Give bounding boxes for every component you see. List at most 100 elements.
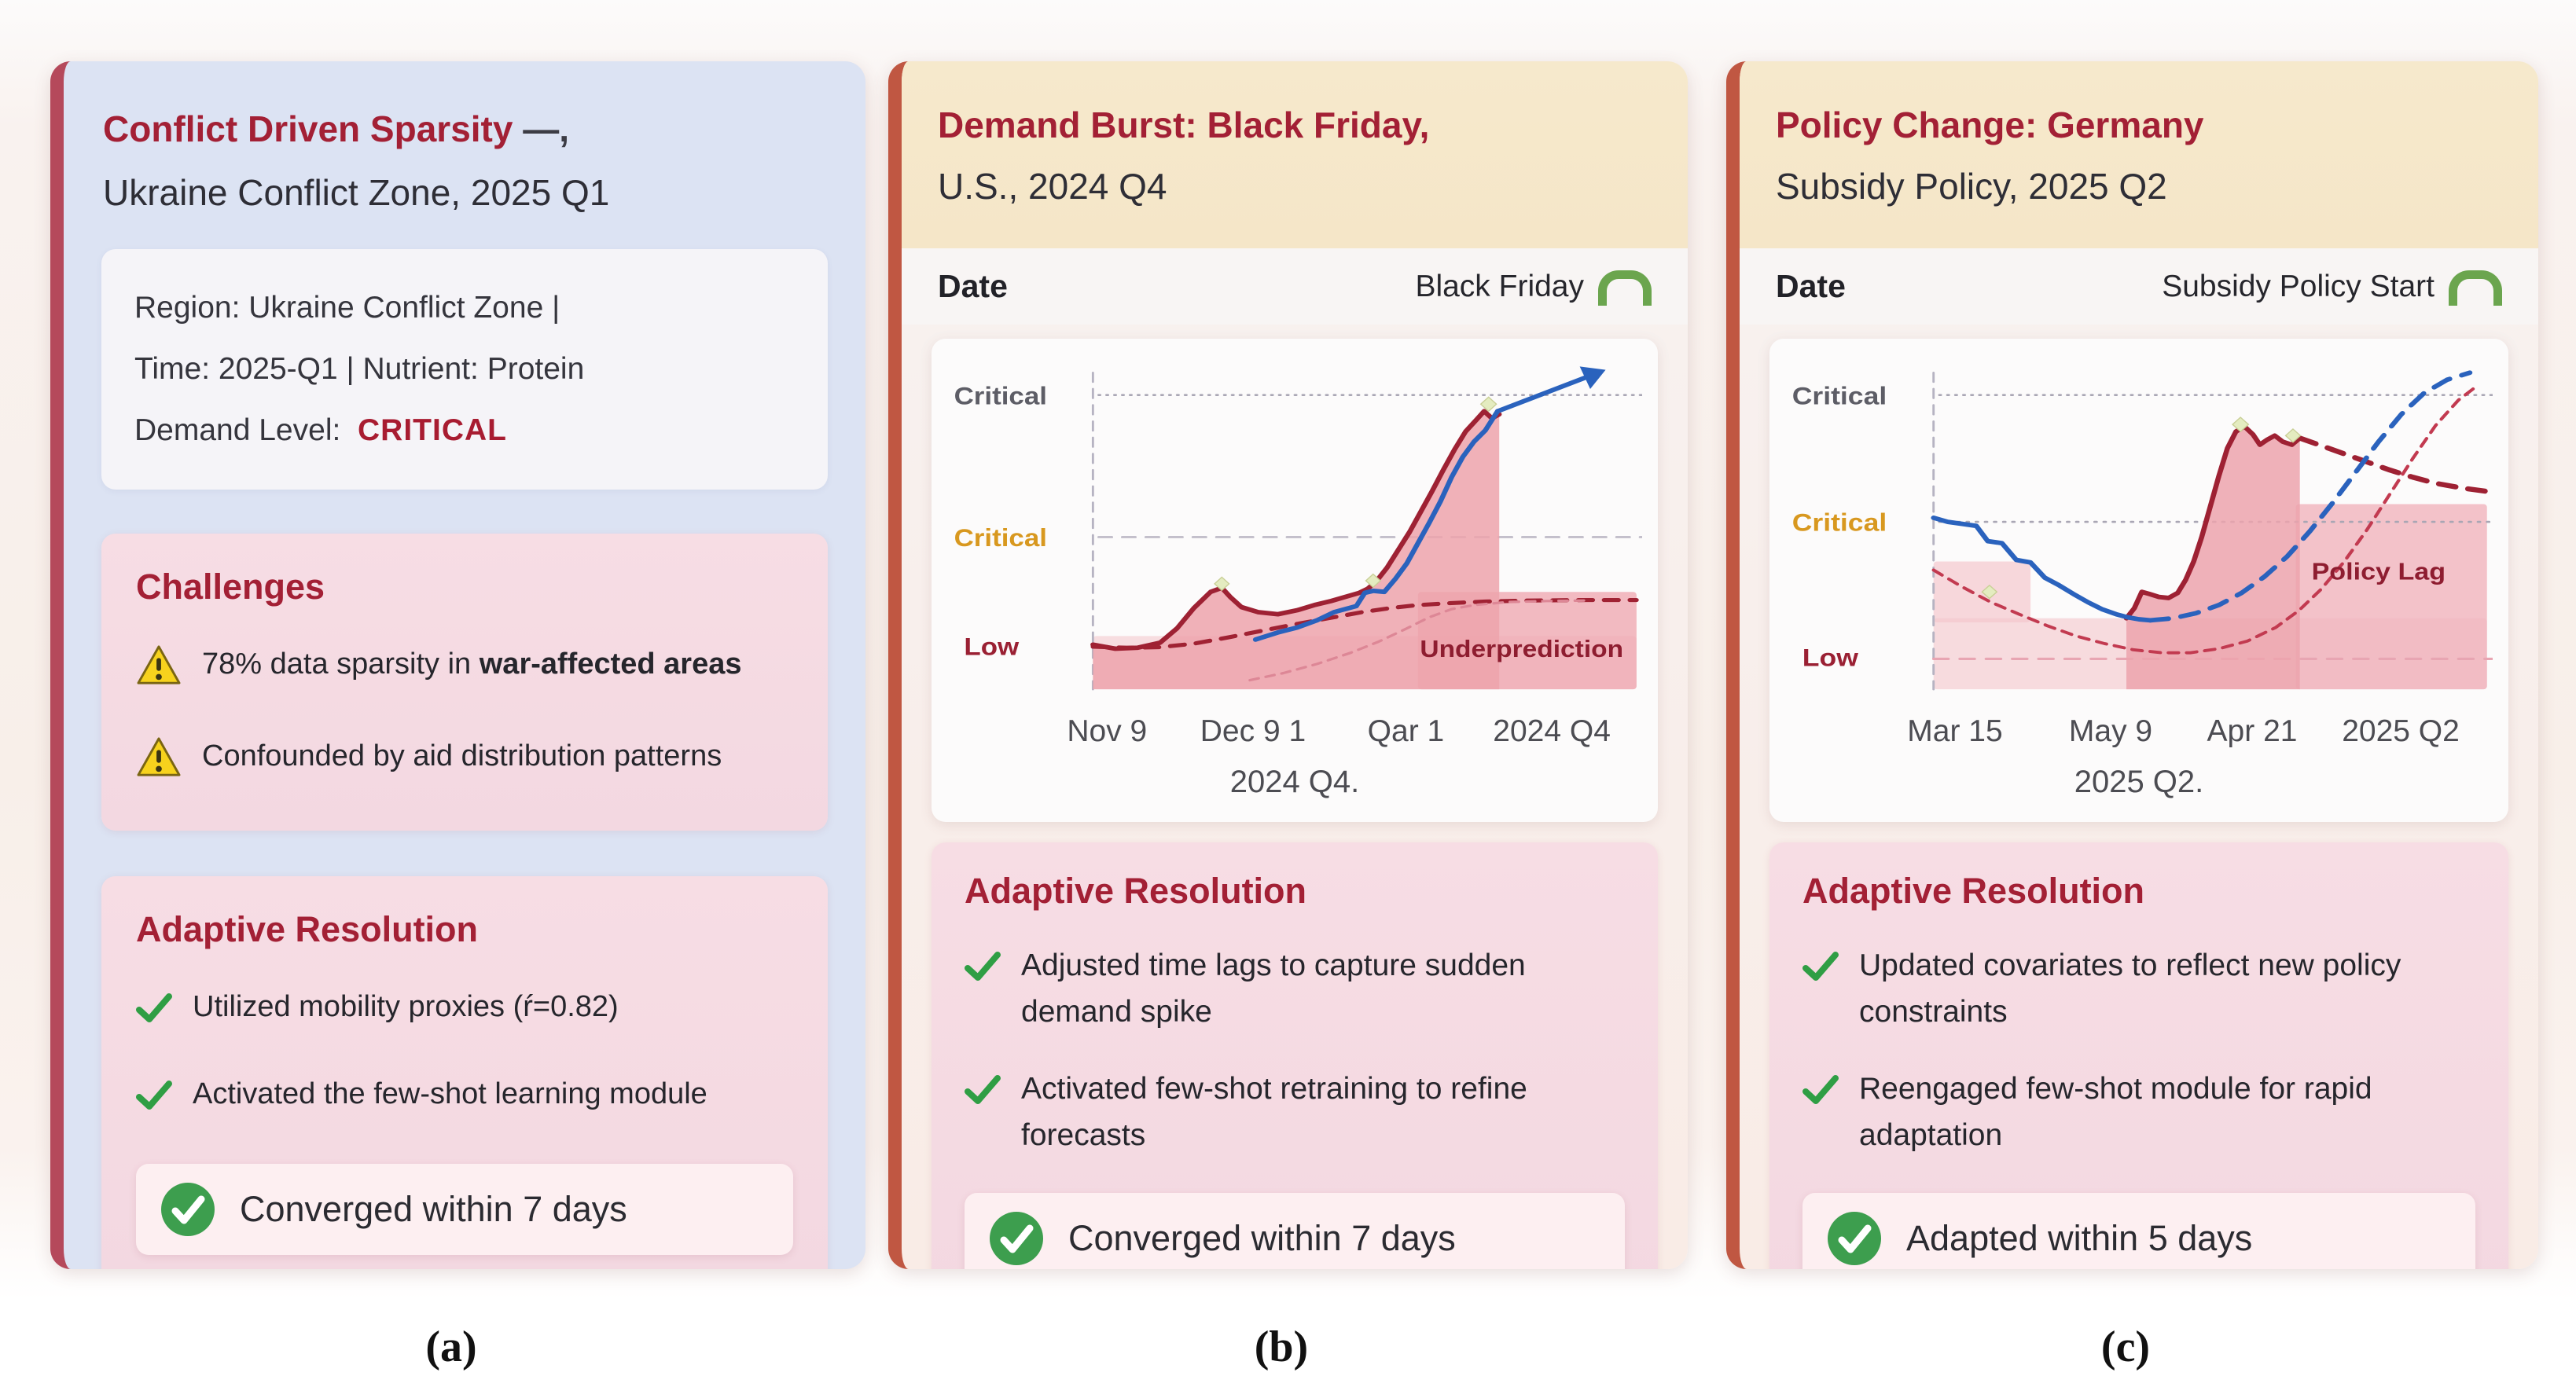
forecast-tail-dashed — [1248, 599, 1588, 682]
x-tick: Qar 1 — [1367, 714, 1445, 749]
panel-c-title-line1: Policy Change: Germany — [1776, 105, 2204, 145]
event-label: Black Friday — [1415, 269, 1584, 303]
adaptive-item: Utilized mobility proxies (ŕ=0.82) — [136, 985, 793, 1037]
x-tick: Mar 15 — [1907, 714, 2003, 749]
arch-icon — [2449, 270, 2502, 306]
check-badge-icon — [1826, 1210, 1883, 1267]
adaptive-heading: Adaptive Resolution — [136, 909, 479, 949]
x-tick: May 9 — [2068, 714, 2153, 749]
actual-demand-line — [2123, 424, 2302, 622]
panel-a-title-red: Conflict Driven Sparsity — [103, 108, 513, 149]
date-label: Date — [1776, 268, 1846, 305]
check-icon — [136, 1073, 172, 1125]
adaptive-item-text: Activated the few-shot learning module — [193, 1077, 707, 1110]
warning-icon — [136, 644, 182, 699]
result-banner: Adapted within 5 days — [1802, 1193, 2475, 1269]
adaptive-item: Adjusted time lags to capture sudden dem… — [965, 943, 1625, 1035]
check-badge-icon — [160, 1181, 216, 1238]
check-badge-icon — [988, 1210, 1045, 1267]
arch-icon — [1598, 270, 1652, 306]
info-demand-value: CRITICAL — [358, 413, 507, 447]
date-label: Date — [938, 268, 1008, 305]
x-tick: Dec 9 1 — [1200, 714, 1306, 749]
x-axis-caption: 2024 Q4. — [1229, 765, 1360, 800]
event-marker — [1214, 576, 1230, 592]
panel-c-card: Policy Change: Germany Subsidy Policy, 2… — [1726, 61, 2538, 1269]
panel-b-header: Demand Burst: Black Friday, U.S., 2024 Q… — [902, 61, 1688, 249]
chart-card-c: Policy Lag Critical Critical Low Mar 15 May… — [1769, 339, 2508, 823]
adaptive-heading: Adaptive Resolution — [965, 871, 1307, 912]
info-demand-line: Demand Level: CRITICAL — [134, 400, 795, 461]
result-banner: Converged within 7 days — [136, 1164, 793, 1255]
info-region-line: Region: Ukraine Conflict Zone | — [134, 291, 560, 325]
panel-b-title-line2: U.S., 2024 Q4 — [938, 166, 1167, 207]
check-icon — [136, 986, 172, 1037]
panel-a-title: Conflict Driven Sparsity —, Ukraine Conf… — [103, 97, 826, 224]
challenge-item: Confounded by aid distribution patterns — [136, 734, 793, 791]
adapted-forecast-line — [1931, 516, 2153, 623]
ylabel-critical-mid: Critical — [954, 525, 1047, 552]
panel-b-title-line1: Demand Burst: Black Friday, — [938, 105, 1430, 145]
result-text: Converged within 7 days — [240, 1189, 627, 1229]
panel-c-title-line2: Subsidy Policy, 2025 Q2 — [1776, 166, 2167, 207]
challenge-text: Confounded by aid distribution patterns — [202, 734, 722, 779]
challenge-text-bold: war-affected areas — [479, 648, 742, 681]
result-text: Converged within 7 days — [1068, 1218, 1456, 1259]
warning-icon — [136, 736, 182, 791]
challenges-box: Challenges 78% data sparsity in war-affe… — [101, 534, 828, 831]
annotation-policy-lag: Policy Lag — [2312, 559, 2446, 585]
challenge-text: 78% data sparsity in war-affected areas — [202, 642, 741, 687]
x-tick: Nov 9 — [1067, 714, 1148, 749]
event-marker — [1479, 396, 1497, 413]
info-time-line: Time: 2025-Q1 | Nutrient: Protein — [134, 352, 585, 386]
check-icon — [965, 1068, 1001, 1120]
actual-demand-fill — [1093, 411, 1500, 690]
challenge-text-pre: 78% data sparsity in — [202, 648, 480, 681]
stale-forecast-dashed — [2297, 435, 2490, 494]
adaptive-resolution-box: Adaptive Resolution Utilized mobility pr… — [101, 876, 828, 1269]
adaptive-resolution-box: Adaptive Resolution Updated covariates t… — [1769, 842, 2508, 1269]
adaptive-resolution-box: Adaptive Resolution Adjusted time lags t… — [932, 842, 1658, 1269]
adapted-forecast-dashed — [2148, 370, 2473, 623]
event-marker — [1981, 585, 1998, 600]
adaptive-item: Updated covariates to reflect new policy… — [1802, 943, 2475, 1035]
stale-forecast-dashed — [1090, 598, 1639, 651]
ylabel-critical-top: Critical — [954, 383, 1047, 410]
event-label: Subsidy Policy Start — [2162, 269, 2435, 303]
trend-arrow — [1494, 366, 1606, 414]
adaptive-item: Activated the few-shot learning module — [136, 1072, 793, 1125]
chart-card-b: Underprediction Critical Critical Low Nov 9… — [932, 339, 1658, 823]
event-label-group: Subsidy Policy Start — [2162, 267, 2502, 306]
date-row: Date Subsidy Policy Start — [1740, 248, 2538, 325]
x-axis-caption: 2025 Q2. — [2074, 765, 2204, 800]
adaptive-item-text: Reengaged few-shot module for rapid adap… — [1859, 1072, 2372, 1152]
adaptive-item: Reengaged few-shot module for rapid adap… — [1802, 1066, 2475, 1158]
check-icon — [1802, 1068, 1839, 1120]
adaptive-item-text: Updated covariates to reflect new policy… — [1859, 949, 2401, 1029]
check-icon — [1802, 945, 1839, 996]
challenge-item: 78% data sparsity in war-affected areas — [136, 642, 793, 699]
figure-caption-a: (a) — [425, 1323, 477, 1371]
panel-a-title-line1: Conflict Driven Sparsity —, — [103, 97, 826, 161]
actual-demand-line — [1090, 409, 1502, 651]
panel-a-card: Conflict Driven Sparsity —, Ukraine Conf… — [50, 61, 865, 1269]
x-tick: 2025 Q2 — [2342, 714, 2460, 749]
event-marker — [1365, 574, 1382, 589]
annotation-underprediction: Underprediction — [1420, 636, 1623, 662]
ylabel-critical-mid: Critical — [1792, 510, 1887, 538]
event-label-group: Black Friday — [1415, 267, 1652, 306]
challenges-heading: Challenges — [136, 567, 325, 607]
event-marker — [2232, 416, 2250, 433]
ylabel-low: Low — [964, 633, 1019, 661]
event-marker — [2284, 428, 2302, 443]
panel-a-title-dash: —, — [523, 108, 570, 149]
adaptive-heading: Adaptive Resolution — [1802, 871, 2145, 912]
adapted-forecast-line — [1252, 409, 1501, 643]
panel-c-header: Policy Change: Germany Subsidy Policy, 2… — [1740, 61, 2538, 249]
demand-chart-c: Policy Lag Critical Critical Low — [1785, 354, 2493, 710]
result-text: Adapted within 5 days — [1906, 1218, 2253, 1259]
panel-a-info-box: Region: Ukraine Conflict Zone | Time: 20… — [101, 249, 828, 490]
info-demand-label: Demand Level: — [134, 413, 341, 447]
lagged-policy-dashed — [1931, 383, 2481, 655]
